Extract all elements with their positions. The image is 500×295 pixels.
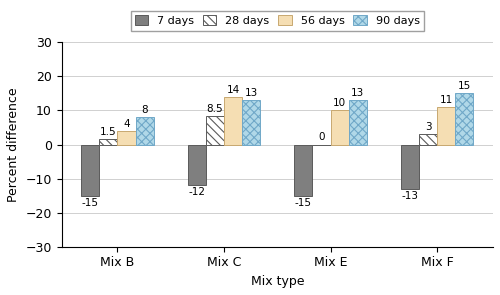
Text: 8.5: 8.5: [206, 104, 224, 114]
Bar: [224, 97, 242, 145]
Bar: [118, 131, 136, 145]
Text: 15: 15: [458, 81, 471, 91]
Y-axis label: Percent difference: Percent difference: [7, 87, 20, 202]
Text: 1.5: 1.5: [100, 127, 116, 137]
Text: 13: 13: [244, 88, 258, 98]
Text: 4: 4: [123, 119, 130, 129]
Text: 10: 10: [333, 99, 346, 108]
Text: 8: 8: [142, 105, 148, 115]
X-axis label: Mix type: Mix type: [250, 275, 304, 288]
Legend: 7 days, 28 days, 56 days, 90 days: 7 days, 28 days, 56 days, 90 days: [130, 11, 424, 31]
Bar: [100, 140, 117, 145]
Bar: [437, 107, 456, 145]
Text: -12: -12: [188, 187, 206, 197]
Bar: [81, 145, 100, 196]
Text: 13: 13: [351, 88, 364, 98]
Text: 11: 11: [440, 95, 453, 105]
Bar: [456, 94, 473, 145]
Bar: [206, 116, 224, 145]
Text: -15: -15: [82, 198, 99, 208]
Text: -13: -13: [402, 191, 418, 201]
Bar: [401, 145, 419, 189]
Bar: [330, 110, 348, 145]
Bar: [419, 134, 437, 145]
Bar: [188, 145, 206, 186]
Text: -15: -15: [295, 198, 312, 208]
Text: 3: 3: [425, 122, 432, 132]
Text: 0: 0: [318, 132, 325, 142]
Text: 14: 14: [226, 85, 239, 95]
Bar: [294, 145, 312, 196]
Bar: [242, 100, 260, 145]
Bar: [348, 100, 367, 145]
Bar: [136, 117, 154, 145]
